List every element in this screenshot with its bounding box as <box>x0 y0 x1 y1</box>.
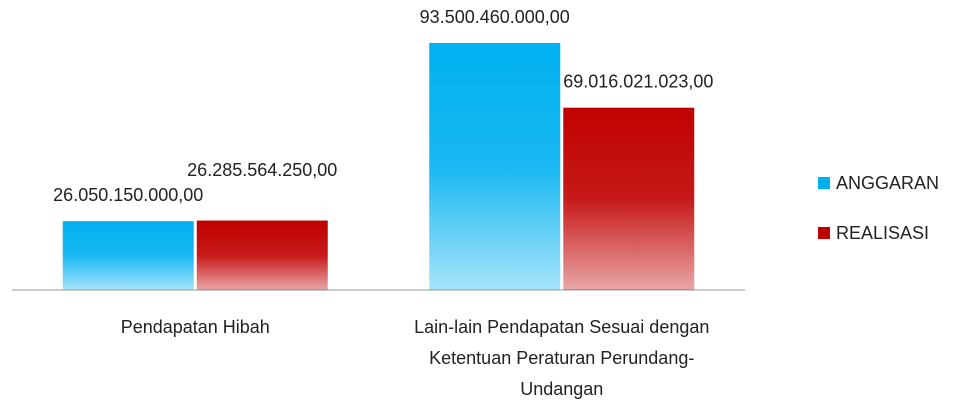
legend-swatch <box>818 177 830 189</box>
value-label: 93.500.460.000,00 <box>420 7 570 27</box>
legend-swatch <box>818 227 830 239</box>
bar <box>196 220 328 290</box>
value-label: 26.285.564.250,00 <box>187 160 337 180</box>
legend-label: REALISASI <box>836 223 929 243</box>
bar <box>563 107 695 290</box>
x-tick-label: Lain-lain Pendapatan Sesuai dengan Keten… <box>414 317 710 399</box>
x-tick-label: Pendapatan Hibah <box>120 317 270 337</box>
bar <box>429 43 561 290</box>
value-label: 26.050.150.000,00 <box>53 185 203 205</box>
value-label: 69.016.021.023,00 <box>563 71 713 91</box>
legend-label: ANGGARAN <box>836 173 939 193</box>
bar <box>62 221 194 290</box>
